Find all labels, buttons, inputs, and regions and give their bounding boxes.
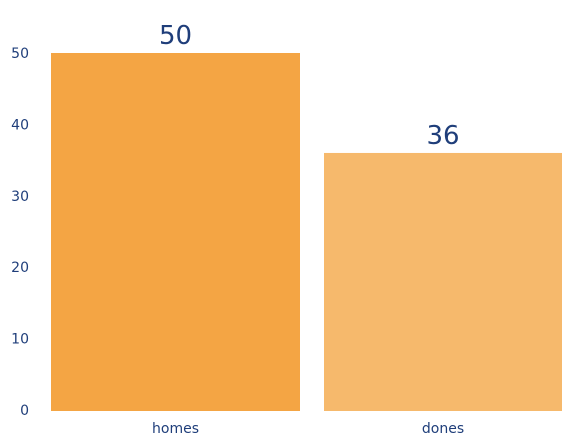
bars-group bbox=[51, 53, 562, 411]
y-axis: 0 10 20 30 40 50 bbox=[11, 46, 29, 419]
y-tick-label-30: 30 bbox=[11, 189, 29, 205]
y-tick-label-20: 20 bbox=[11, 260, 29, 276]
y-tick-label-40: 40 bbox=[11, 117, 29, 133]
data-labels-group: 50 36 bbox=[159, 21, 460, 151]
y-tick-label-0: 0 bbox=[20, 403, 29, 419]
x-axis: homes dones bbox=[152, 421, 464, 434]
bar-homes bbox=[51, 53, 300, 411]
x-category-label-homes: homes bbox=[152, 421, 199, 434]
bar-dones bbox=[324, 152, 562, 411]
data-label-homes: 50 bbox=[159, 21, 192, 51]
x-category-label-dones: dones bbox=[422, 421, 464, 434]
y-tick-label-50: 50 bbox=[11, 46, 29, 62]
data-label-dones: 36 bbox=[426, 121, 459, 151]
y-tick-label-10: 10 bbox=[11, 332, 29, 348]
